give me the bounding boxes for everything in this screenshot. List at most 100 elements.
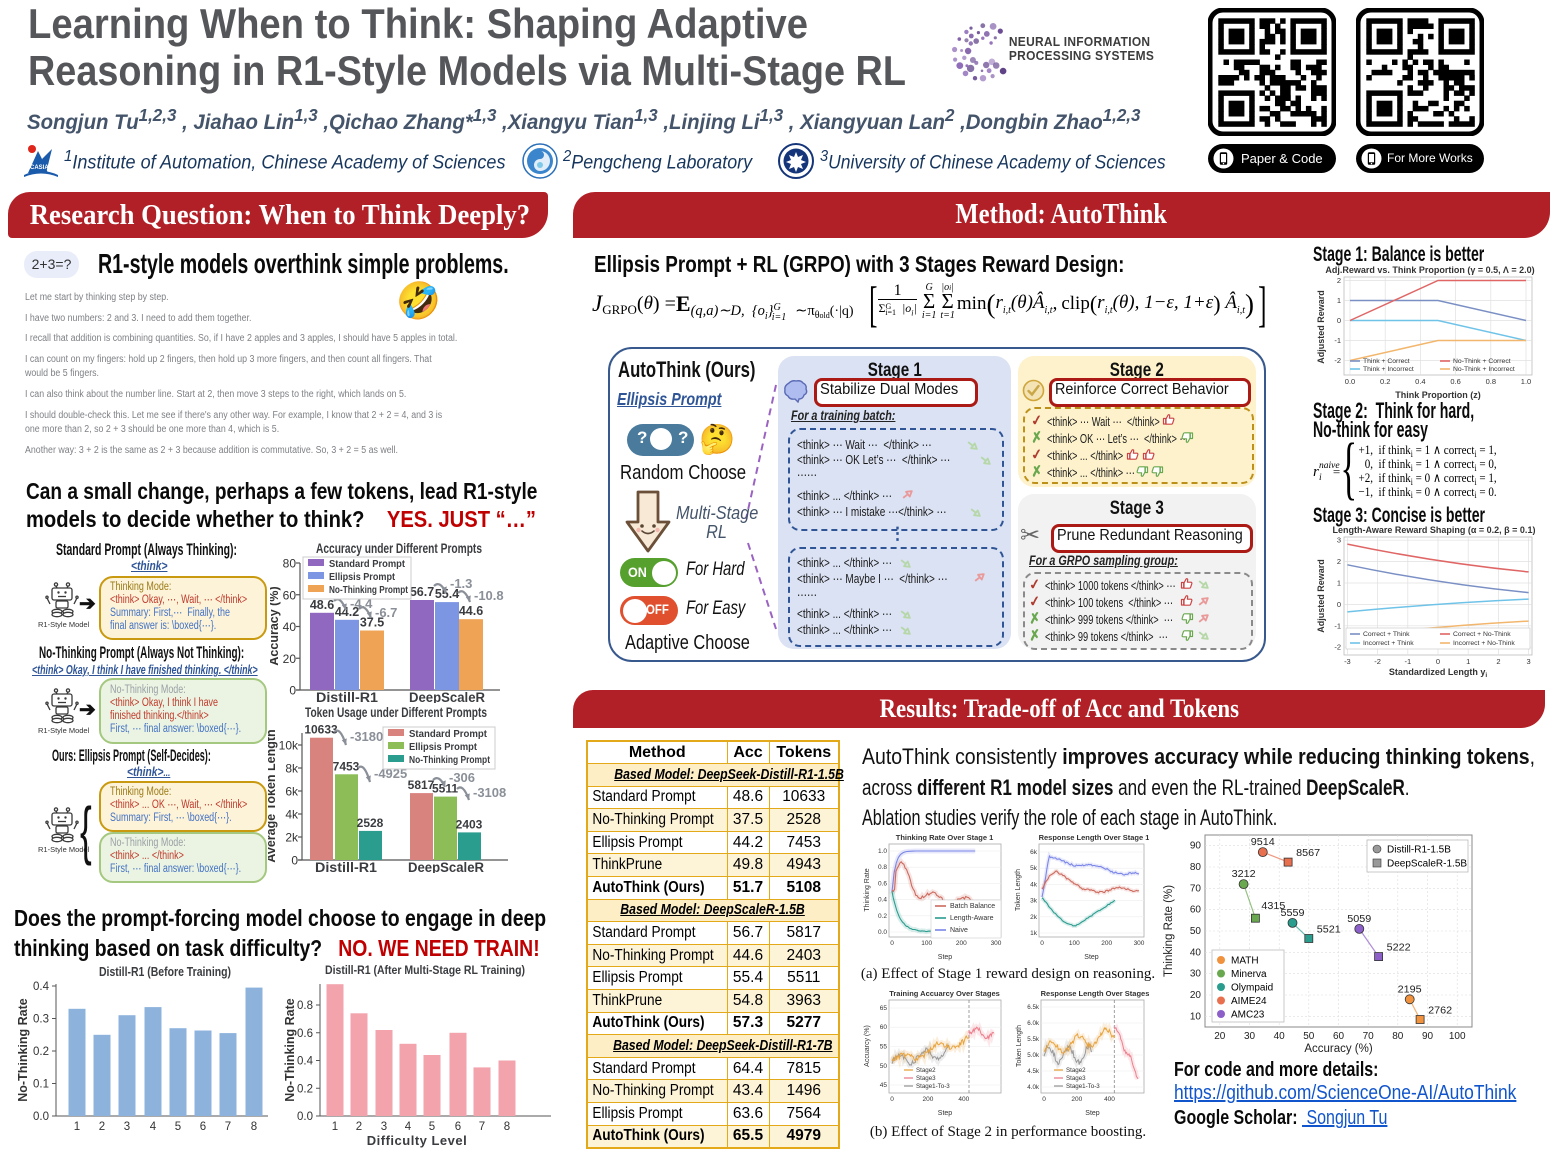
svg-text:No-Thinking Prompt: No-Thinking Prompt [329,584,408,596]
svg-text:10: 10 [1190,1011,1202,1022]
svg-text:Think + Correct: Think + Correct [1363,358,1410,365]
svg-text:400: 400 [958,1096,969,1103]
svg-text:8567: 8567 [1296,848,1320,859]
svg-text:-3180: -3180 [350,729,383,744]
svg-text:50: 50 [880,1063,888,1070]
svg-text:3: 3 [124,1121,130,1133]
svg-text:4: 4 [150,1121,157,1133]
svg-text:0.4: 0.4 [33,981,50,993]
svg-text:0.6: 0.6 [878,880,887,887]
svg-text:100: 100 [1449,1031,1466,1042]
svg-text:Think Proportion (z): Think Proportion (z) [1395,390,1481,400]
svg-text:60: 60 [880,1024,888,1031]
svg-text:Ellipsis Prompt: Ellipsis Prompt [409,741,477,753]
svg-text:Accuracy (%): Accuracy (%) [270,586,281,665]
svg-text:Naive: Naive [950,927,968,934]
svg-text:90: 90 [1190,841,1202,852]
svg-text:No-Think + Correct: No-Think + Correct [1453,358,1511,365]
svg-text:10633: 10633 [304,723,338,737]
svg-text:2: 2 [1496,657,1500,666]
svg-text:0.4: 0.4 [297,1056,314,1068]
svg-text:0.3: 0.3 [33,1014,49,1026]
svg-text:1: 1 [1337,296,1341,305]
svg-text:3: 3 [1527,657,1531,666]
svg-text:Thinking Rate (%): Thinking Rate (%) [1163,885,1175,977]
svg-text:48.6: 48.6 [310,598,334,612]
svg-text:Adjusted Reward: Adjusted Reward [1316,559,1326,633]
svg-text:Response Length Over Stage 1: Response Length Over Stage 1 [1039,833,1149,842]
svg-text:NEURAL INFORMATION: NEURAL INFORMATION [1009,35,1150,49]
svg-text:0.8: 0.8 [1486,377,1496,386]
svg-text:5222: 5222 [1387,943,1411,954]
svg-text:Token Length: Token Length [1016,1025,1023,1067]
svg-text:No-Thinking Prompt: No-Thinking Prompt [409,754,490,766]
svg-text:20: 20 [1190,990,1202,1001]
svg-text:AMC23: AMC23 [1231,1010,1265,1021]
svg-text:40: 40 [283,620,297,634]
svg-text:-6.7: -6.7 [375,605,397,620]
svg-text:2762: 2762 [1428,1006,1452,1017]
svg-text:7: 7 [479,1121,485,1133]
svg-text:30: 30 [1244,1031,1256,1042]
svg-text:4315: 4315 [1261,901,1285,912]
svg-text:70: 70 [1363,1031,1375,1042]
svg-text:Standardized Length yi: Standardized Length yi [1389,667,1488,679]
svg-text:-1: -1 [1404,657,1411,666]
svg-text:Correct + Think: Correct + Think [1363,631,1410,638]
svg-text:6.5k: 6.5k [1027,1004,1040,1011]
svg-text:0: 0 [1040,940,1044,947]
svg-text:-2: -2 [1334,356,1341,365]
svg-text:9514: 9514 [1251,837,1275,848]
svg-text:55: 55 [880,1044,888,1051]
svg-text:50: 50 [1190,926,1202,937]
svg-text:2195: 2195 [1398,984,1422,995]
svg-text:Correct + No-Think: Correct + No-Think [1453,631,1511,638]
svg-text:No-Thinking Rate: No-Thinking Rate [283,998,297,1102]
svg-text:0.0: 0.0 [1345,377,1355,386]
svg-text:0.4: 0.4 [1415,377,1425,386]
svg-text:5511: 5511 [432,782,458,796]
svg-text:5: 5 [175,1121,181,1133]
svg-text:Step: Step [1084,954,1099,961]
svg-text:0.2: 0.2 [33,1046,49,1058]
svg-text:0.8: 0.8 [297,1000,313,1012]
svg-text:-3108: -3108 [473,785,506,800]
svg-text:2: 2 [1337,557,1341,566]
svg-text:400: 400 [1104,1096,1115,1103]
svg-text:Distill-R1-1.5B: Distill-R1-1.5B [1387,845,1451,856]
svg-text:CASIA: CASIA [30,165,49,171]
svg-text:5059: 5059 [1347,914,1371,925]
svg-text:MATH: MATH [1231,956,1259,967]
svg-text:8: 8 [504,1121,510,1133]
svg-text:Token Length: Token Length [1015,869,1022,911]
svg-text:5817: 5817 [408,778,435,792]
svg-text:Stage2: Stage2 [1066,1067,1086,1074]
svg-text:0: 0 [1337,316,1341,325]
svg-text:Token Usage under Different Pr: Token Usage under Different Prompts [305,705,487,720]
svg-text:2: 2 [1337,276,1341,285]
svg-text:Accuracy (%): Accuracy (%) [1304,1043,1373,1055]
svg-text:Stage1-To-3: Stage1-To-3 [916,1083,950,1090]
svg-text:-3: -3 [1344,657,1351,666]
svg-text:Distill-R1 (Before Training): Distill-R1 (Before Training) [99,965,231,979]
svg-text:No-Thinking Rate: No-Thinking Rate [18,998,30,1102]
svg-text:0.0: 0.0 [878,929,887,936]
svg-text:4k: 4k [1030,881,1038,888]
svg-text:30: 30 [1190,969,1202,980]
svg-text:44.6: 44.6 [459,604,483,618]
svg-text:1k: 1k [1030,930,1038,937]
svg-text:DeepScaleR: DeepScaleR [408,860,484,873]
svg-text:5k: 5k [1030,865,1038,872]
svg-text:4.0k: 4.0k [1027,1084,1040,1091]
svg-text:Stage3: Stage3 [916,1075,936,1082]
svg-text:1.0: 1.0 [1521,377,1531,386]
svg-text:0: 0 [890,940,894,947]
svg-text:0.6: 0.6 [1450,377,1460,386]
svg-text:Think + Incorrect: Think + Incorrect [1363,366,1414,373]
svg-text:-4925: -4925 [374,766,407,781]
svg-text:5521: 5521 [1317,925,1341,936]
svg-text:40: 40 [1274,1031,1286,1042]
svg-text:4.5k: 4.5k [1027,1068,1040,1075]
svg-text:Response Length Over Stages: Response Length Over Stages [1041,989,1149,998]
svg-text:60: 60 [283,588,297,602]
